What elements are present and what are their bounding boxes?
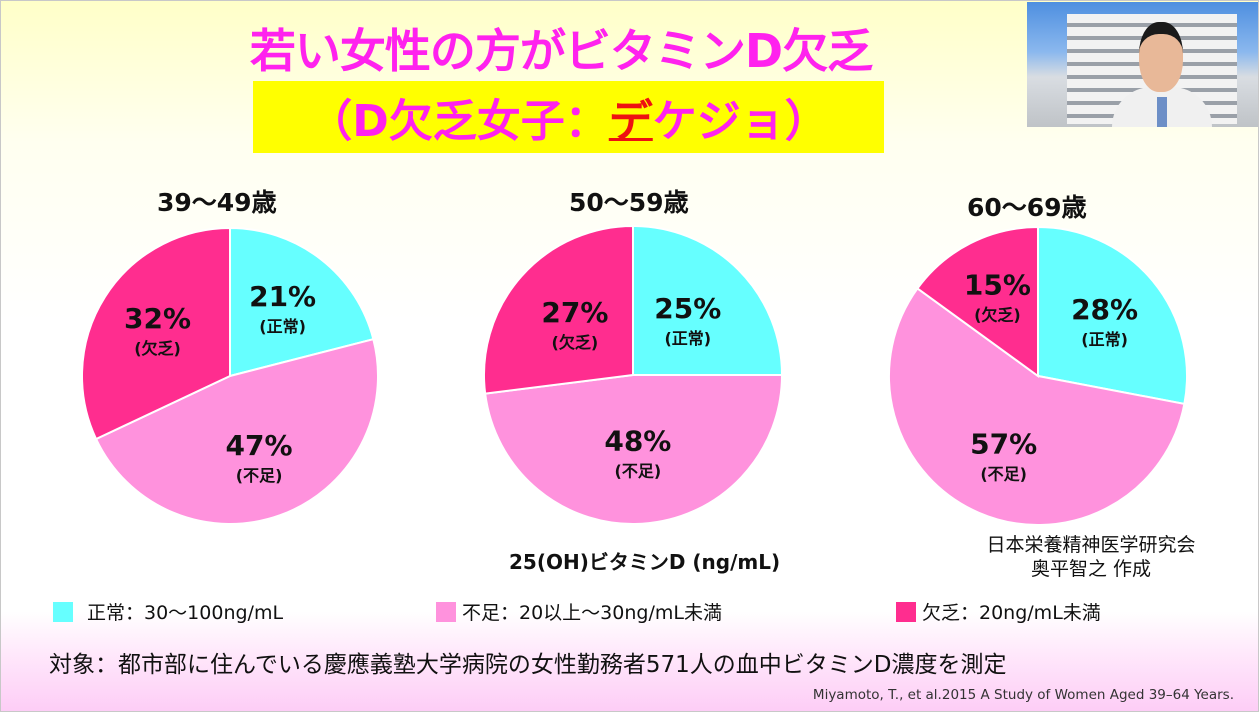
legend-insufficient: 不足：20以上〜30ng/mL未満 bbox=[436, 598, 722, 625]
subtitle-highlight-char: デ bbox=[608, 96, 653, 147]
pie-2-value-insufficient: 48% bbox=[604, 424, 671, 457]
subtitle-prefix: （D欠乏女子： bbox=[308, 96, 609, 147]
pie-1-value-deficient: 32% bbox=[124, 302, 191, 335]
pie-3-value-normal: 28% bbox=[1071, 293, 1138, 326]
pie-2-label-normal: (正常) bbox=[664, 329, 711, 348]
legend-label-insufficient: 不足：20以上〜30ng/mL未満 bbox=[462, 602, 722, 624]
legend-swatch-normal bbox=[53, 601, 73, 622]
citation: Miyamoto, T., et al.2015 A Study of Wome… bbox=[812, 687, 1234, 703]
slide-title: 若い女性の方がビタミンD欠乏 bbox=[249, 24, 873, 78]
pie-2-slice-insufficient bbox=[484, 374, 784, 525]
credit-org: 日本栄養精神医学研究会 bbox=[986, 534, 1196, 556]
pie-1-label-normal: (正常) bbox=[259, 317, 306, 336]
pie-1-label-insufficient: (不足) bbox=[236, 466, 283, 485]
subtitle-highlight-box bbox=[253, 81, 884, 153]
legend-label-deficient: 欠乏：20ng/mL未満 bbox=[922, 602, 1101, 624]
presenter-video-thumbnail bbox=[1027, 2, 1258, 127]
credit-author: 奥平智之 作成 bbox=[1030, 558, 1152, 580]
legend-swatch-deficient bbox=[896, 601, 916, 622]
presenter-head bbox=[1139, 22, 1183, 92]
pie-2-label-insufficient: (不足) bbox=[615, 461, 662, 480]
unit-label: 25(OH)ビタミンD (ng/mL) bbox=[509, 550, 781, 574]
pie-3-slice-insufficient bbox=[888, 287, 1186, 526]
pie-2-value-normal: 25% bbox=[654, 292, 721, 325]
pie-3-slice-normal bbox=[1037, 225, 1188, 406]
legend-label-normal: 正常：30〜100ng/mL bbox=[87, 602, 284, 624]
pie-title-2: 50〜59歳 bbox=[569, 188, 689, 217]
pie-2-value-deficient: 27% bbox=[541, 296, 608, 329]
pie-3-label-normal: (正常) bbox=[1081, 330, 1128, 349]
pie-3-value-insufficient: 57% bbox=[970, 427, 1037, 460]
slide-subtitle: （D欠乏女子：デケジョ） bbox=[253, 85, 884, 149]
legend-deficient: 欠乏：20ng/mL未満 bbox=[896, 598, 1101, 625]
pie-3-label-insufficient: (不足) bbox=[980, 464, 1027, 483]
legend-normal: 正常：30〜100ng/mL bbox=[53, 598, 283, 625]
subtitle-suffix: ケジョ） bbox=[652, 96, 829, 147]
credit: 日本栄養精神医学研究会 奥平智之 作成 bbox=[951, 533, 1231, 581]
pie-1-value-normal: 21% bbox=[249, 280, 316, 313]
pie-1-label-deficient: (欠乏) bbox=[134, 339, 181, 358]
pie-2-slice-normal bbox=[632, 224, 784, 376]
presenter-tie bbox=[1157, 97, 1167, 127]
study-subject: 対象：都市部に住んでいる慶應義塾大学病院の女性勤務者571人の血中ビタミンD濃度… bbox=[49, 652, 1007, 678]
pie-3-slice-deficient bbox=[916, 225, 1039, 378]
pie-2-label-deficient: (欠乏) bbox=[552, 333, 599, 352]
pie-title-3: 60〜69歳 bbox=[967, 193, 1087, 222]
pie-title-1: 39〜49歳 bbox=[157, 188, 277, 217]
pie-1-slice-insufficient bbox=[94, 337, 379, 525]
pie-2-slice-deficient bbox=[483, 224, 634, 395]
pie-1-slice-deficient bbox=[81, 226, 231, 441]
legend-swatch-insufficient bbox=[436, 601, 456, 622]
pie-3-label-deficient: (欠乏) bbox=[974, 305, 1021, 324]
pie-3-value-deficient: 15% bbox=[964, 268, 1031, 301]
pie-1-slice-normal bbox=[229, 226, 375, 378]
pie-1-value-insufficient: 47% bbox=[226, 429, 293, 462]
